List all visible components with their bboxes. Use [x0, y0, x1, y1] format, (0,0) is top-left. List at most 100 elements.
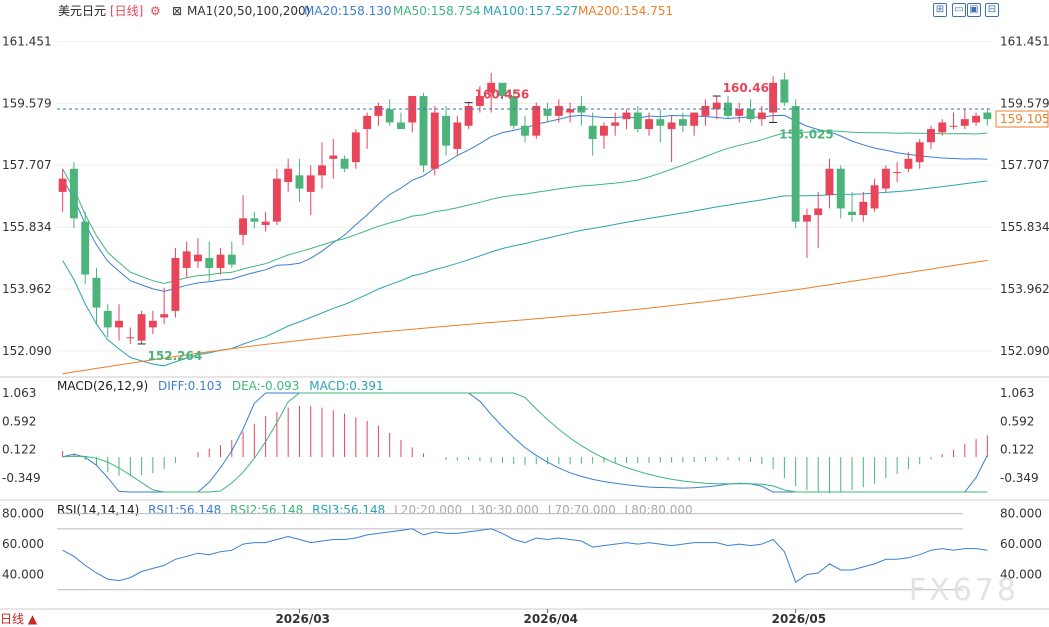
candle-body	[351, 132, 360, 163]
candle-body	[430, 112, 439, 169]
current-price-tag	[995, 110, 1049, 128]
candle-body	[870, 185, 879, 209]
candle-body	[949, 125, 958, 127]
candle-body	[554, 105, 563, 116]
candle-body	[960, 119, 969, 126]
candle-body	[272, 178, 281, 222]
price-tick-right: 157.707	[1000, 158, 1049, 172]
macd-dea: DEA:-0.093	[231, 379, 300, 393]
macd-tick-right: 0.122	[1000, 443, 1034, 457]
candle-body	[904, 158, 913, 169]
period-button[interactable]: 日线 ▲	[0, 612, 38, 626]
candle-body	[938, 122, 947, 133]
candle-body	[678, 119, 687, 126]
candle-body	[543, 109, 552, 116]
annotation-label: 160.467	[723, 81, 778, 95]
macd-tick-left: 1.063	[2, 386, 36, 400]
candle-body	[69, 168, 78, 219]
macd-tick-left: 0.122	[2, 443, 36, 457]
candle-body	[972, 115, 981, 123]
annotation-label: 160.456	[475, 88, 530, 102]
period-label[interactable]: [日线]	[110, 4, 144, 18]
ma100-line	[62, 180, 988, 367]
candle-body	[588, 125, 597, 139]
price-tick-left: 153.962	[2, 282, 52, 296]
candle-body	[893, 172, 902, 174]
candle-body	[645, 119, 653, 130]
watermark: FX678	[908, 573, 1019, 608]
grid-lines	[57, 40, 993, 352]
candle-body	[667, 122, 676, 130]
candle-body	[340, 158, 349, 169]
chart-header: 美元日元 [日线] ⚙ ⊠ MA1(20,50,100,200) MA20:15…	[0, 0, 1049, 22]
ma100-label: MA100:157.527	[483, 4, 579, 18]
candle-body	[160, 314, 169, 318]
candle-body	[521, 125, 529, 136]
candle-body	[250, 218, 259, 222]
candle-body	[724, 102, 732, 116]
toolbar-button-4[interactable]: ⊟	[985, 3, 999, 17]
candle-body	[397, 122, 405, 130]
price-tick-right: 161.451	[1000, 34, 1049, 48]
symbol-label: 美元日元	[58, 4, 107, 18]
candle-body	[509, 96, 518, 126]
candle-body	[881, 168, 890, 189]
price-tick-right: 153.962	[1000, 282, 1049, 296]
moving-average-lines	[62, 114, 988, 375]
rsi-tick-left: 80.000	[2, 507, 44, 521]
candle-body	[182, 251, 191, 268]
candle-body	[915, 142, 924, 163]
ma20-label: MA20:158.130	[304, 4, 392, 18]
candle-body	[566, 109, 575, 113]
candle-body	[227, 254, 236, 265]
candle-body	[498, 82, 507, 97]
toolbar-button-1[interactable]: ⊞	[933, 3, 947, 17]
candle-body	[769, 82, 778, 113]
price-tick-left: 152.090	[2, 344, 52, 358]
macd-dea-line	[62, 392, 988, 493]
candle-body	[137, 314, 146, 341]
macd-diff: DIFF:0.103	[157, 379, 223, 393]
rsi-line	[62, 528, 988, 583]
candle-body	[746, 109, 755, 120]
candle-body	[814, 208, 823, 216]
price-tick-right: 155.834	[1000, 220, 1049, 234]
candle-body	[385, 109, 394, 123]
candle-body	[363, 115, 372, 130]
candle-body	[295, 175, 304, 189]
candle-body	[927, 129, 935, 143]
candle-body	[735, 109, 744, 116]
candle-body	[103, 310, 112, 328]
time-tick-label: 2026/05	[772, 612, 826, 626]
candle-body	[690, 112, 699, 126]
settings-icon[interactable]: ⚙	[150, 4, 161, 18]
macd-diff-line	[62, 392, 988, 493]
toolbar-button-3[interactable]: ▣	[967, 3, 981, 17]
candle-body	[656, 119, 665, 126]
candle-body	[757, 112, 766, 120]
macd-tick-right: 1.063	[1000, 386, 1034, 400]
candle-body	[825, 168, 834, 196]
toolbar-button-2[interactable]: ▭	[952, 3, 966, 17]
candle-body	[318, 165, 326, 176]
candle-body	[374, 105, 383, 116]
macd-panel: 1.063 1.063 0.592 0.592 0.122 0.122 -0.349 -0.3…	[0, 386, 1049, 501]
candle-body	[701, 105, 710, 116]
macd-title: MACD(26,12,9)	[57, 379, 149, 393]
candle-body	[802, 215, 811, 222]
candle-body	[611, 122, 620, 126]
candle-body	[92, 277, 101, 308]
ma-toggle-icon[interactable]: ⊠	[172, 4, 183, 18]
axes: 161.451 161.451 159.579 159.579 157.707 157.7…	[0, 34, 1049, 626]
ma50-line	[62, 130, 988, 285]
candle-body	[836, 168, 845, 209]
rsi-panel: 80.000 80.000 60.000 60.000 40.000 40.000	[2, 507, 1042, 591]
candle-body	[205, 258, 214, 268]
candle-body	[239, 218, 248, 235]
candle-body	[419, 96, 428, 166]
candle-body	[442, 115, 451, 146]
rsi-tick-left: 40.000	[2, 568, 44, 582]
price-tick-left: 159.579	[2, 96, 52, 110]
candle-body	[532, 105, 541, 136]
